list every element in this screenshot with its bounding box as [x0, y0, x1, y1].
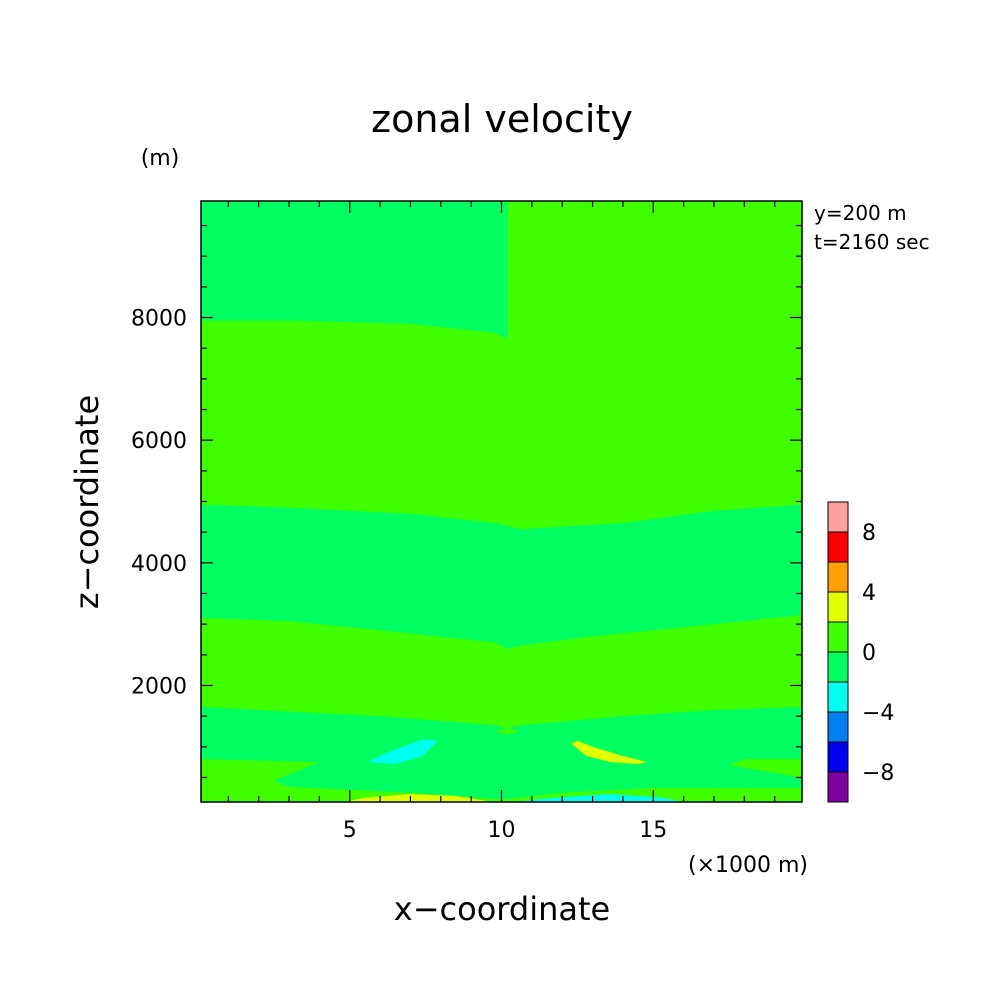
contour-region-7 [343, 794, 493, 802]
y-axis-label: z−coordinate [68, 395, 106, 609]
x-tick-label: 5 [343, 818, 357, 843]
contour-region-0 [201, 201, 508, 339]
contour-region-6 [571, 740, 648, 764]
colorbar-swatch-1 [827, 741, 849, 773]
colorbar-swatch-0 [827, 771, 849, 803]
colorbar-swatch-5 [827, 621, 849, 653]
colorbar-swatch-2 [827, 711, 849, 743]
x-axis-label: x−coordinate [394, 890, 610, 928]
colorbar-tick-label: 4 [862, 581, 876, 606]
contour-region-3 [507, 504, 802, 649]
y-tick-label: 4000 [131, 552, 187, 577]
contour-region-1 [507, 201, 802, 339]
y-tick-label: 2000 [131, 674, 187, 699]
colorbar-swatch-6 [827, 591, 849, 623]
contour-region-4 [201, 706, 802, 799]
colorbar-swatch-9 [827, 501, 849, 533]
colorbar-tick-label: 0 [862, 641, 876, 666]
contour-region-9 [495, 728, 520, 735]
colorbar-tick-label: 8 [862, 521, 876, 546]
x-axis-unit: (×1000 m) [688, 853, 808, 878]
annotation-y: y=200 m [814, 201, 907, 225]
y-axis-unit: (m) [141, 146, 180, 171]
contour-region-8 [513, 794, 684, 802]
y-tick-label: 6000 [131, 429, 187, 454]
colorbar-swatch-8 [827, 531, 849, 563]
colorbar-swatch-7 [827, 561, 849, 593]
x-tick-label: 10 [488, 818, 516, 843]
chart-title: zonal velocity [371, 97, 633, 141]
colorbar-swatch-4 [827, 651, 849, 683]
contour-region-5 [367, 739, 438, 764]
colorbar-tick-label: −8 [862, 761, 894, 786]
y-axis: 2000 4000 6000 8000 [131, 224, 802, 779]
colorbar-tick-label: −4 [862, 701, 894, 726]
x-tick-label: 15 [639, 818, 667, 843]
contour-region-2 [201, 504, 508, 649]
colorbar-swatch-3 [827, 681, 849, 713]
plot-area [200, 200, 803, 803]
colorbar: 8 4 0 −4 −8 [827, 501, 894, 803]
x-axis: 5 10 15 [227, 201, 776, 843]
y-tick-label: 8000 [131, 307, 187, 332]
annotation-t: t=2160 sec [814, 230, 930, 254]
